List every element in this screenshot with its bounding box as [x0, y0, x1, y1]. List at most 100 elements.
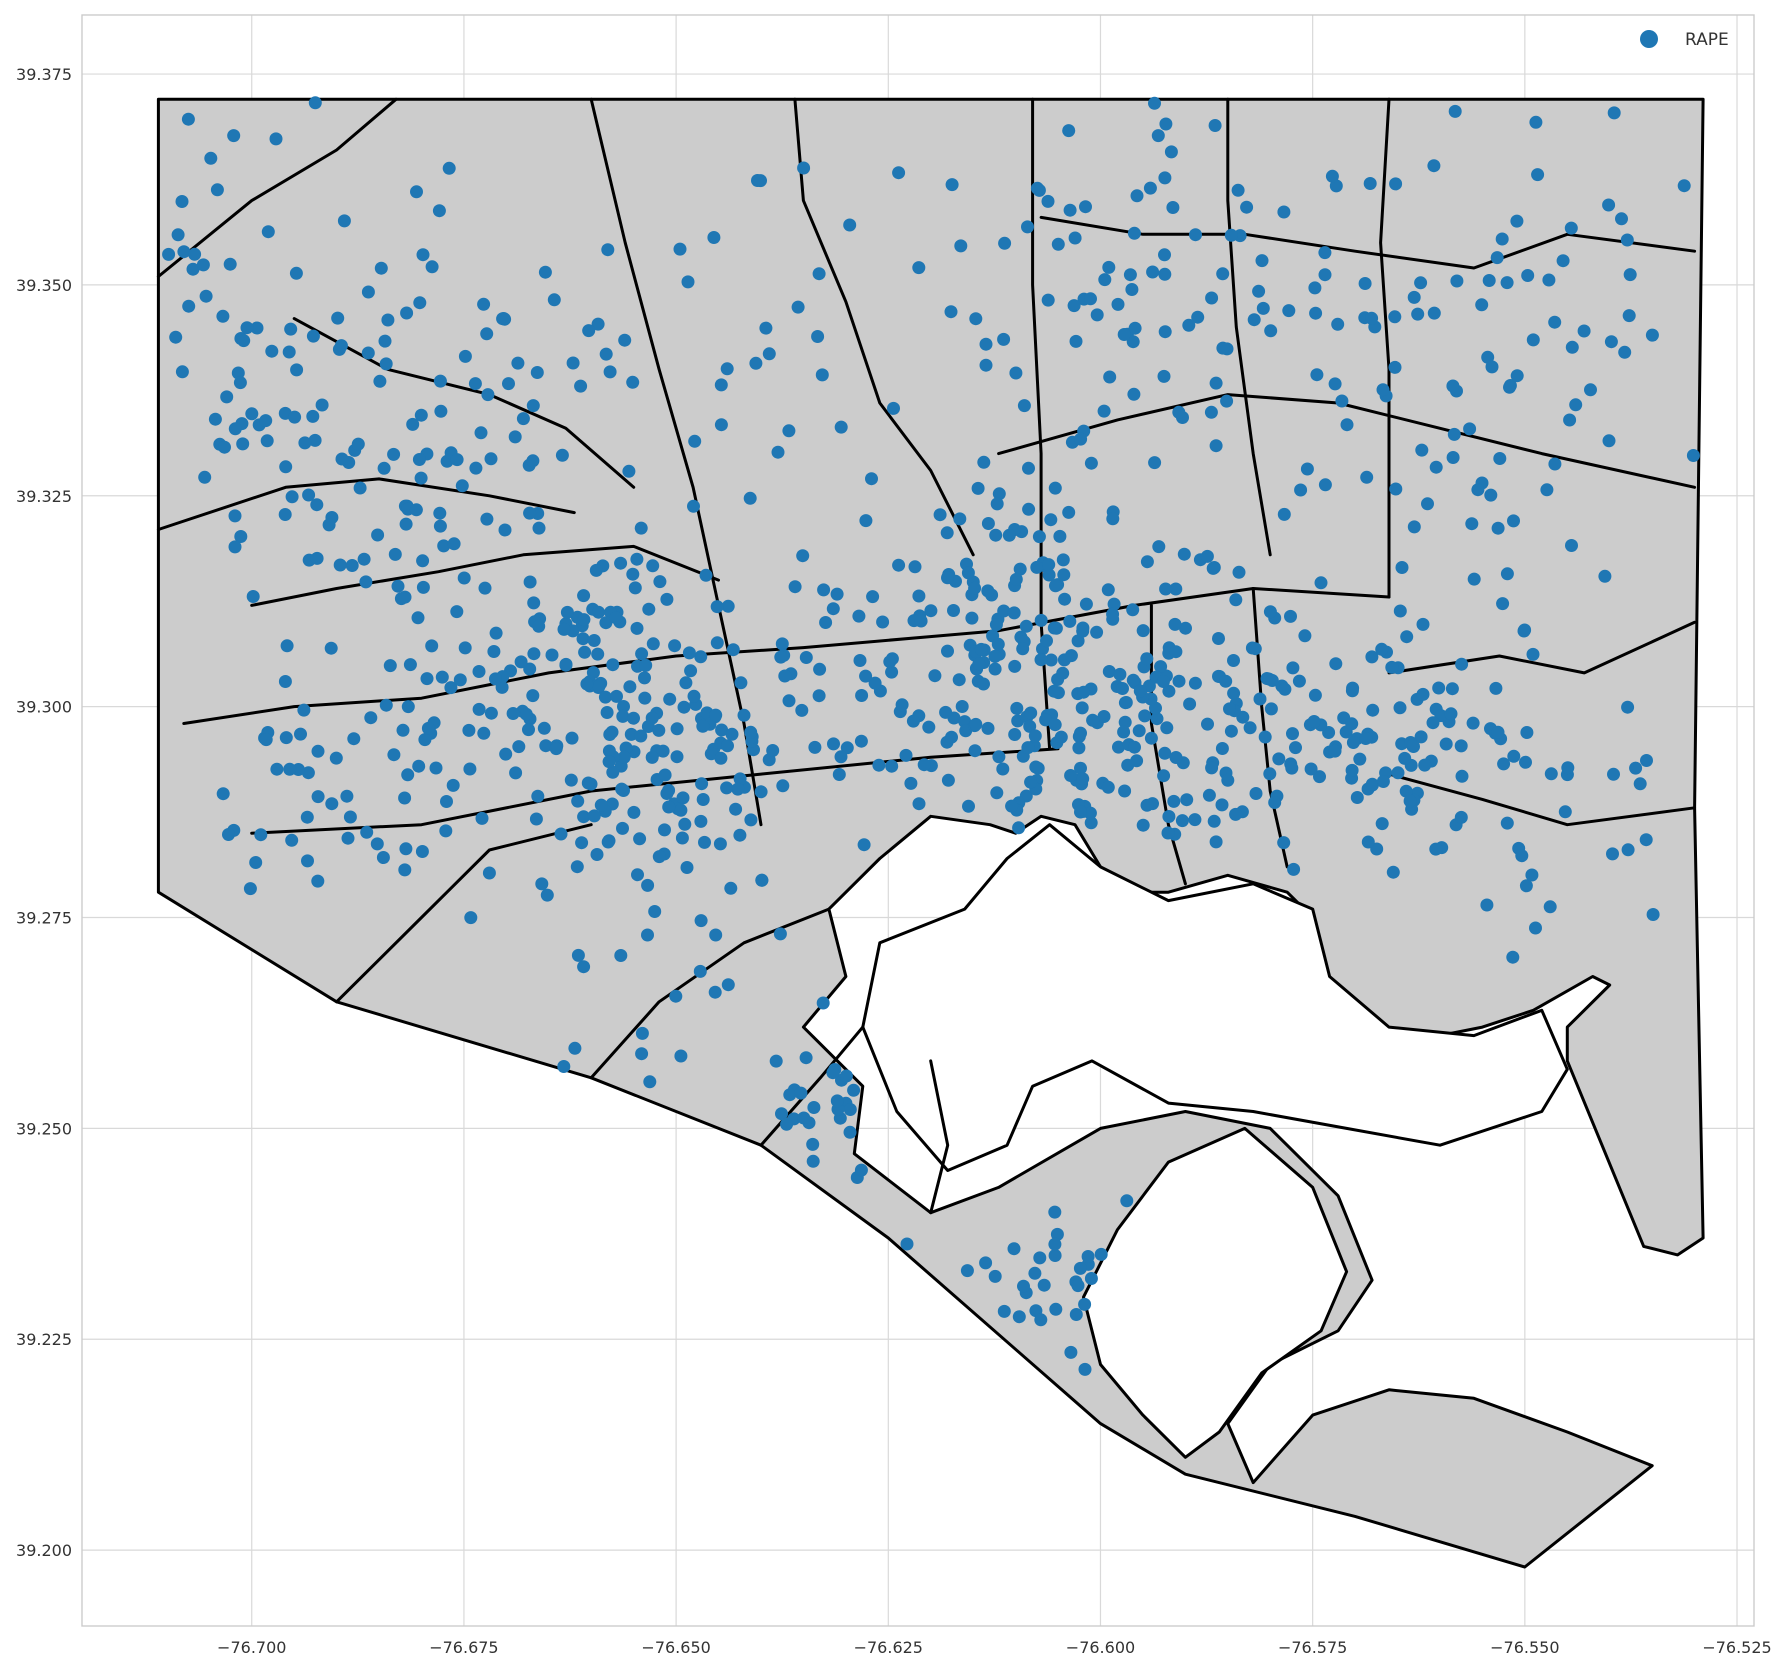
incident-point [439, 824, 453, 838]
incident-point [425, 260, 439, 274]
incident-point [1543, 900, 1557, 914]
incident-point [876, 615, 890, 629]
incident-point [1414, 276, 1428, 290]
incident-point [282, 345, 296, 359]
incident-point [1132, 724, 1146, 738]
incident-point [981, 584, 995, 598]
incident-point [857, 838, 871, 852]
incident-point [453, 673, 467, 687]
incident-point [656, 744, 670, 758]
incident-point [455, 479, 469, 493]
incident-point [1455, 769, 1469, 783]
incident-point [941, 773, 955, 787]
incident-point [1618, 345, 1632, 359]
incident-point [681, 275, 695, 289]
incident-point [228, 509, 242, 523]
incident-point [812, 689, 826, 703]
incident-point [638, 691, 652, 705]
incident-point [188, 247, 202, 261]
incident-point [1079, 597, 1093, 611]
incident-point [1021, 741, 1035, 755]
incident-point [1432, 681, 1446, 695]
incident-point [1128, 740, 1141, 754]
incident-point [648, 905, 662, 918]
incident-point [227, 129, 241, 143]
incident-point [532, 521, 546, 535]
incident-point [531, 789, 545, 803]
incident-point [674, 1049, 688, 1063]
incident-point [965, 611, 979, 625]
incident-point [298, 436, 312, 450]
incident-point [751, 174, 764, 187]
incident-point [1455, 657, 1469, 671]
y-tick-label: 39.325 [16, 487, 72, 506]
incident-point [478, 581, 492, 595]
incident-point [1062, 124, 1076, 138]
incident-point [421, 721, 435, 735]
incident-point [1360, 470, 1374, 484]
incident-point [1116, 682, 1129, 695]
incident-point [698, 835, 711, 849]
incident-point [1215, 798, 1229, 812]
incident-point [571, 794, 585, 808]
incident-point [387, 748, 401, 762]
incident-point [285, 490, 299, 504]
incident-point [1102, 665, 1116, 678]
incident-point [904, 776, 918, 790]
incident-point [1307, 715, 1321, 728]
incident-point [1148, 456, 1162, 470]
incident-point [1078, 1297, 1092, 1311]
incident-point [709, 928, 723, 942]
incident-point [1048, 718, 1062, 732]
incident-point [1084, 292, 1097, 306]
incident-point [819, 616, 833, 629]
incident-point [1629, 761, 1643, 775]
incident-point [1493, 452, 1507, 465]
incident-point [626, 375, 640, 389]
incident-point [1231, 183, 1245, 197]
incident-point [331, 311, 345, 325]
incident-point [1032, 183, 1046, 197]
incident-point [1219, 674, 1233, 688]
incident-point [234, 530, 248, 543]
incident-point [783, 1088, 797, 1102]
incident-point [601, 835, 615, 849]
incident-point [1256, 301, 1270, 315]
incident-point [1285, 761, 1299, 775]
incident-point [1232, 565, 1246, 579]
incident-point [571, 948, 585, 962]
incident-point [1313, 770, 1326, 784]
district-boundary-10 [1226, 97, 1272, 557]
incident-point [1126, 673, 1140, 687]
incident-point [1062, 505, 1076, 519]
incident-point [660, 787, 674, 800]
incident-point [391, 579, 405, 593]
incident-point [694, 650, 708, 664]
incident-point [1300, 462, 1314, 476]
incident-point [714, 751, 728, 765]
incident-point [1191, 310, 1205, 324]
incident-point [645, 750, 659, 764]
incident-point [1495, 232, 1509, 246]
incident-point [817, 583, 831, 597]
incident-point [635, 1047, 649, 1061]
incident-point [839, 1069, 853, 1083]
incident-point [306, 329, 320, 343]
incident-point [912, 589, 926, 603]
incident-point [775, 1107, 788, 1121]
incident-point [1068, 231, 1082, 245]
incident-point [1518, 623, 1532, 637]
incident-point [1202, 788, 1216, 802]
incident-point [1017, 399, 1031, 413]
incident-point [1565, 340, 1579, 354]
incident-point [1049, 621, 1063, 635]
incident-point [1445, 682, 1459, 696]
incident-point [1446, 379, 1460, 393]
incident-point [1229, 593, 1243, 607]
incident-point [1388, 310, 1402, 324]
incident-point [1074, 432, 1088, 446]
incident-point [687, 689, 701, 703]
incident-point [1103, 370, 1117, 384]
incident-point [1429, 460, 1443, 474]
incident-point [526, 454, 540, 468]
